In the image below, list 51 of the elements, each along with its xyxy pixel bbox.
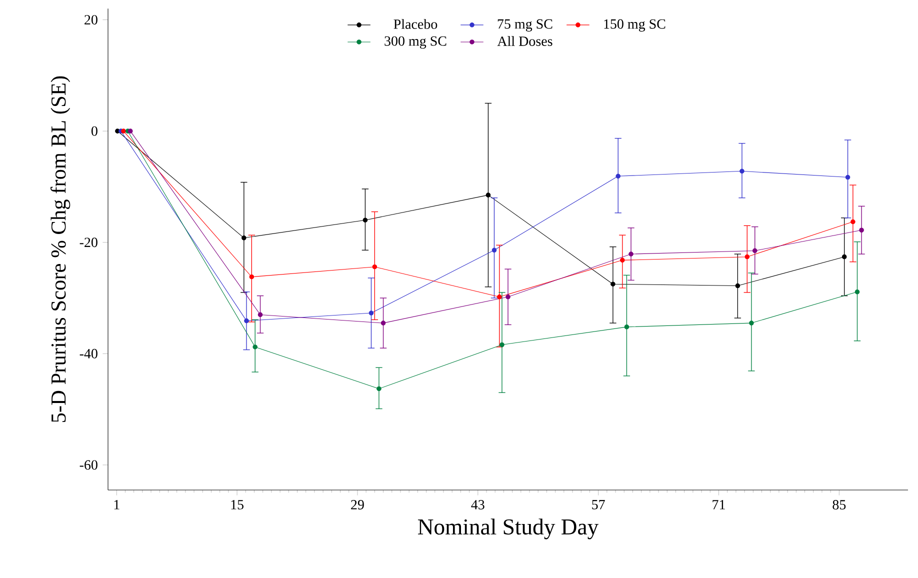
y-tick-label: -40 bbox=[80, 348, 98, 358]
point bbox=[850, 219, 856, 224]
point bbox=[506, 294, 510, 300]
point bbox=[486, 192, 491, 198]
legend-label: All Doses bbox=[497, 36, 552, 46]
point bbox=[624, 324, 630, 330]
legend-label: 300 mg SC bbox=[384, 36, 446, 49]
legend-label: 150 mg SC bbox=[604, 19, 666, 32]
x-tick-label: 57 bbox=[592, 500, 605, 510]
x-tick-label: 43 bbox=[471, 500, 484, 510]
point bbox=[620, 258, 625, 263]
point bbox=[258, 312, 263, 318]
y-tick-label: 20 bbox=[84, 15, 98, 25]
point bbox=[842, 254, 847, 260]
x-tick-label: 71 bbox=[712, 500, 725, 510]
x-tick-label: 1 bbox=[114, 500, 120, 510]
x-axis-title: Nominal Study Day bbox=[418, 518, 599, 540]
point bbox=[244, 318, 249, 324]
point bbox=[372, 264, 378, 270]
y-tick-label: -60 bbox=[80, 460, 98, 470]
point bbox=[749, 320, 754, 326]
point bbox=[362, 218, 368, 223]
point bbox=[740, 168, 744, 174]
point bbox=[380, 320, 386, 326]
legend-label: Placebo bbox=[394, 19, 438, 29]
point bbox=[735, 283, 740, 288]
point bbox=[744, 254, 750, 260]
point bbox=[242, 236, 246, 240]
point bbox=[249, 274, 254, 280]
y-tick-label: 0 bbox=[91, 126, 98, 136]
legend-label: 75 mg SC bbox=[498, 19, 552, 32]
point bbox=[859, 228, 864, 233]
x-tick-label: 85 bbox=[832, 500, 846, 510]
point bbox=[752, 248, 758, 254]
point bbox=[252, 344, 258, 350]
point bbox=[128, 128, 133, 134]
y-tick-label: -20 bbox=[80, 238, 98, 248]
point bbox=[492, 248, 497, 253]
point bbox=[368, 310, 374, 316]
x-tick-label: 29 bbox=[351, 500, 364, 510]
point bbox=[121, 128, 126, 134]
x-tick-label: 15 bbox=[231, 500, 244, 510]
point bbox=[500, 342, 504, 348]
point bbox=[496, 294, 502, 300]
point bbox=[628, 252, 634, 256]
point bbox=[845, 174, 850, 180]
point bbox=[854, 289, 860, 294]
point bbox=[610, 282, 616, 287]
y-axis-title: 5-D Pruritus Score % Chg from BL (SE) bbox=[50, 76, 70, 422]
point bbox=[616, 174, 621, 179]
point bbox=[376, 386, 382, 392]
